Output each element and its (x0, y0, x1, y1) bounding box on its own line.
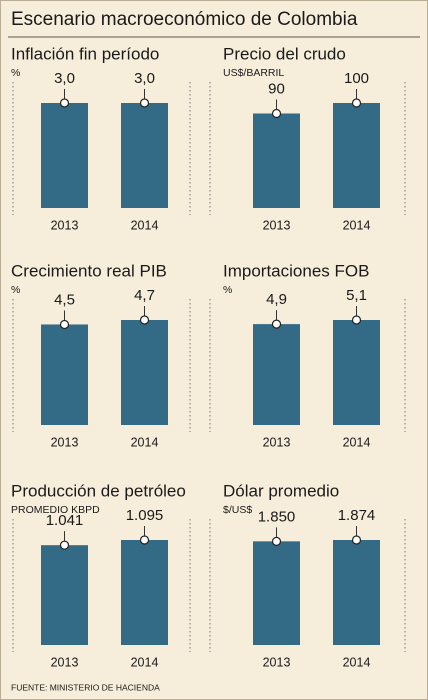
value-label: 4,7 (134, 287, 155, 304)
unit-label: % (11, 284, 20, 296)
x-tick-label: 2013 (51, 435, 79, 449)
value-marker (271, 108, 282, 119)
panel-title: Precio del crudo (223, 44, 346, 63)
value-marker (59, 540, 70, 550)
bar (333, 540, 380, 645)
bar (333, 103, 380, 208)
value-marker (139, 98, 150, 108)
x-tick-label: 2014 (131, 218, 159, 232)
value-marker (351, 98, 362, 108)
value-marker (351, 535, 362, 545)
page-title: Escenario macroeconómico de Colombia (11, 9, 358, 30)
value-marker (139, 535, 150, 545)
bar (41, 103, 88, 208)
value-label: 4,9 (266, 291, 287, 308)
x-tick-label: 2014 (343, 435, 371, 449)
value-marker (271, 536, 282, 546)
panel-title: Crecimiento real PIB (11, 261, 167, 280)
bar (333, 320, 380, 425)
unit-label: US$/BARRIL (223, 67, 284, 79)
unit-label: $/US$ (223, 504, 252, 516)
value-label: 4,5 (54, 291, 75, 308)
value-label: 1.041 (46, 512, 84, 529)
bar (41, 324, 88, 425)
bar (253, 541, 300, 645)
panel-title: Importaciones FOB (223, 261, 369, 280)
value-label: 1.874 (338, 507, 376, 524)
value-marker (271, 319, 282, 329)
x-tick-label: 2013 (263, 218, 291, 232)
bar (253, 113, 300, 208)
source: FUENTE: MINISTERIO DE HACIENDA (11, 682, 160, 692)
value-label: 90 (268, 80, 285, 97)
value-marker (59, 319, 70, 330)
panel-title: Dólar promedio (223, 481, 339, 500)
bar (41, 545, 88, 645)
bar (253, 324, 300, 425)
x-tick-label: 2013 (51, 218, 79, 232)
bar (121, 103, 168, 208)
x-tick-label: 2013 (51, 655, 79, 669)
unit-label: % (11, 67, 20, 79)
unit-label: % (223, 284, 232, 296)
value-marker (351, 315, 362, 325)
bar (121, 540, 168, 645)
panel-title: Inflación fin período (11, 44, 159, 63)
unit-label: PROMEDIO KBPD (11, 504, 100, 516)
x-tick-label: 2014 (131, 655, 159, 669)
bar (121, 320, 168, 425)
value-marker (59, 98, 70, 108)
x-tick-label: 2013 (263, 655, 291, 669)
value-label: 1.850 (258, 508, 296, 525)
value-label: 1.095 (126, 507, 164, 524)
panel-title: Producción de petróleo (11, 481, 186, 500)
value-label: 5,1 (346, 287, 367, 304)
value-marker (139, 315, 150, 325)
x-tick-label: 2014 (131, 435, 159, 449)
x-tick-label: 2014 (343, 218, 371, 232)
x-tick-label: 2014 (343, 655, 371, 669)
value-label: 100 (344, 70, 369, 87)
value-label: 3,0 (134, 70, 155, 87)
value-label: 3,0 (54, 70, 75, 87)
x-tick-label: 2013 (263, 435, 291, 449)
